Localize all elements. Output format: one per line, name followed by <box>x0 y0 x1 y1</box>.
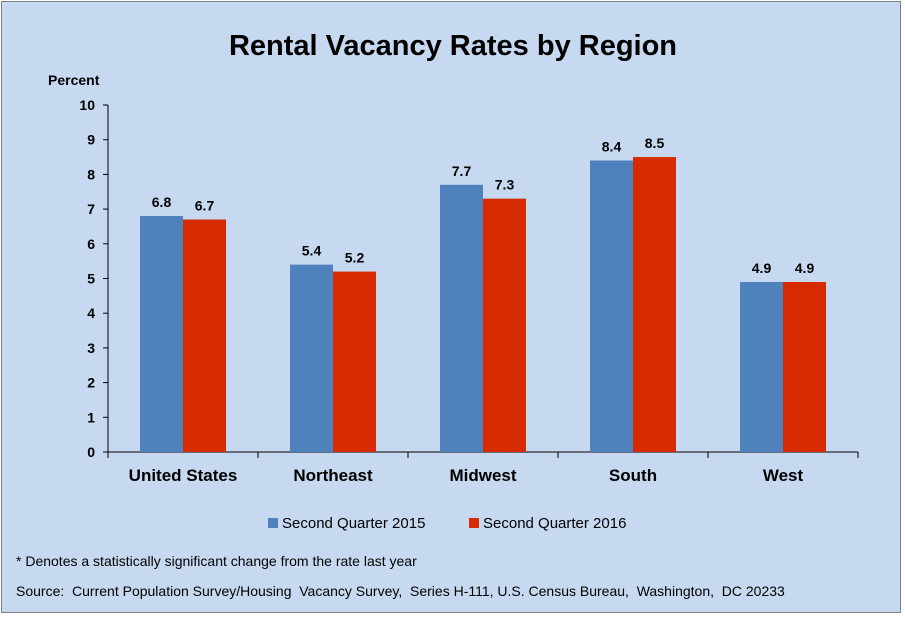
y-tick-label: 5 <box>87 271 95 287</box>
y-tick-label: 9 <box>87 132 95 148</box>
bar <box>140 216 183 452</box>
legend-label: Second Quarter 2015 <box>282 515 425 532</box>
x-tick-label: Northeast <box>293 466 373 485</box>
data-label: 8.4 <box>602 139 622 155</box>
x-tick-label: West <box>763 466 804 485</box>
x-tick-label: United States <box>129 466 238 485</box>
y-tick-label: 6 <box>87 236 95 252</box>
bar <box>590 160 633 452</box>
x-tick-label: Midwest <box>449 466 516 485</box>
y-tick-label: 3 <box>87 340 95 356</box>
bar <box>333 271 376 452</box>
bars <box>140 157 826 453</box>
data-label: 8.5 <box>645 135 665 151</box>
significance-note: * Denotes a statistically significant ch… <box>16 553 417 569</box>
y-axis-label: Percent <box>48 72 100 88</box>
legend: Second Quarter 2015 Second Quarter 2016 <box>268 515 626 532</box>
source-note: Source: Current Population Survey/Housin… <box>16 583 785 599</box>
data-label: 6.8 <box>152 194 172 210</box>
y-tick-label: 2 <box>87 375 95 391</box>
y-axis: 0 1 2 3 4 5 6 7 8 9 10 <box>79 97 109 460</box>
y-tick-label: 8 <box>87 166 95 182</box>
data-label: 4.9 <box>752 260 772 276</box>
bar <box>183 219 226 452</box>
bar <box>290 264 333 452</box>
x-tick-label: South <box>609 466 657 485</box>
legend-swatch <box>268 518 278 528</box>
y-tick-label: 7 <box>87 201 95 217</box>
y-tick-label: 10 <box>79 97 95 113</box>
y-tick-label: 0 <box>87 444 95 460</box>
data-label: 5.4 <box>302 243 322 259</box>
bar <box>740 281 783 452</box>
bar <box>633 157 676 453</box>
bar <box>483 198 526 452</box>
bar <box>783 281 826 452</box>
data-label: 6.7 <box>195 198 215 214</box>
data-label: 7.7 <box>452 163 472 179</box>
chart-title: Rental Vacancy Rates by Region <box>229 30 677 62</box>
data-labels: 6.8 5.4 7.7 8.4 4.9 6.7 5.2 7.3 8.5 4.9 <box>152 135 815 276</box>
legend-swatch <box>469 518 479 528</box>
y-tick-label: 4 <box>87 305 95 321</box>
bar <box>440 184 483 452</box>
data-label: 4.9 <box>795 260 815 276</box>
data-label: 5.2 <box>345 250 365 266</box>
x-axis: United States Northeast Midwest South West <box>107 451 859 485</box>
legend-label: Second Quarter 2016 <box>483 515 626 532</box>
data-label: 7.3 <box>495 177 515 193</box>
y-tick-label: 1 <box>87 409 95 425</box>
